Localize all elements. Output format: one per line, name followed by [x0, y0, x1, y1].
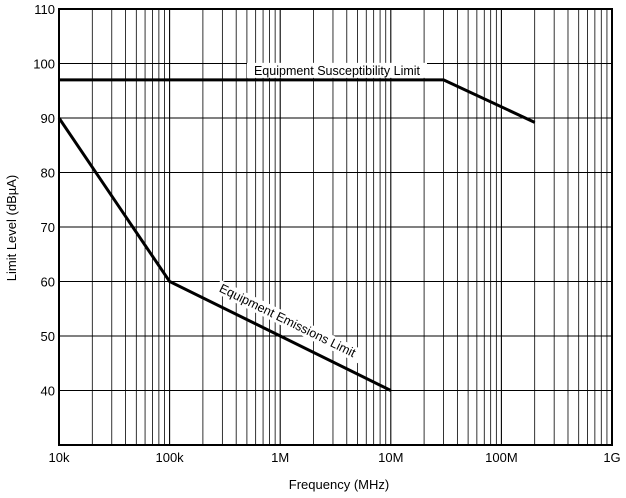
- x-tick-label: 1M: [271, 450, 289, 465]
- y-axis-title: Limit Level (dBµA): [4, 175, 19, 281]
- emissions-label-group: Equipment Emissions Limit: [214, 279, 365, 364]
- x-axis-ticks: 10k 100k 1M 10M 100M 1G: [49, 450, 621, 465]
- y-axis-ticks: 40 50 60 70 80 90 100 110: [33, 2, 55, 399]
- y-tick-label: 50: [41, 329, 55, 344]
- series-lines: [57, 78, 536, 392]
- emissions-limit-label: Equipment Emissions Limit: [217, 281, 358, 360]
- grid: [58, 8, 612, 446]
- y-tick-label: 80: [41, 166, 55, 181]
- x-tick-label: 1G: [603, 450, 620, 465]
- y-tick-label: 70: [41, 220, 55, 235]
- susceptibility-limit-line: [59, 78, 536, 124]
- y-tick-label: 90: [41, 111, 55, 126]
- susceptibility-limit-label: Equipment Susceptibility Limit: [254, 64, 421, 78]
- emissions-label-background: [214, 279, 365, 364]
- plot-area-frame: [58, 8, 613, 446]
- x-tick-label: 10k: [49, 450, 70, 465]
- y-tick-label: 60: [41, 275, 55, 290]
- x-axis-title: Frequency (MHz): [289, 477, 389, 492]
- emissions-limit-line: [57, 117, 392, 392]
- y-tick-label: 40: [41, 384, 55, 399]
- x-tick-label: 10M: [378, 450, 403, 465]
- x-tick-label: 100M: [485, 450, 518, 465]
- susceptibility-label-background: [247, 62, 427, 78]
- x-tick-label: 100k: [155, 450, 184, 465]
- y-tick-label: 100: [33, 57, 55, 72]
- y-tick-label: 110: [34, 2, 55, 17]
